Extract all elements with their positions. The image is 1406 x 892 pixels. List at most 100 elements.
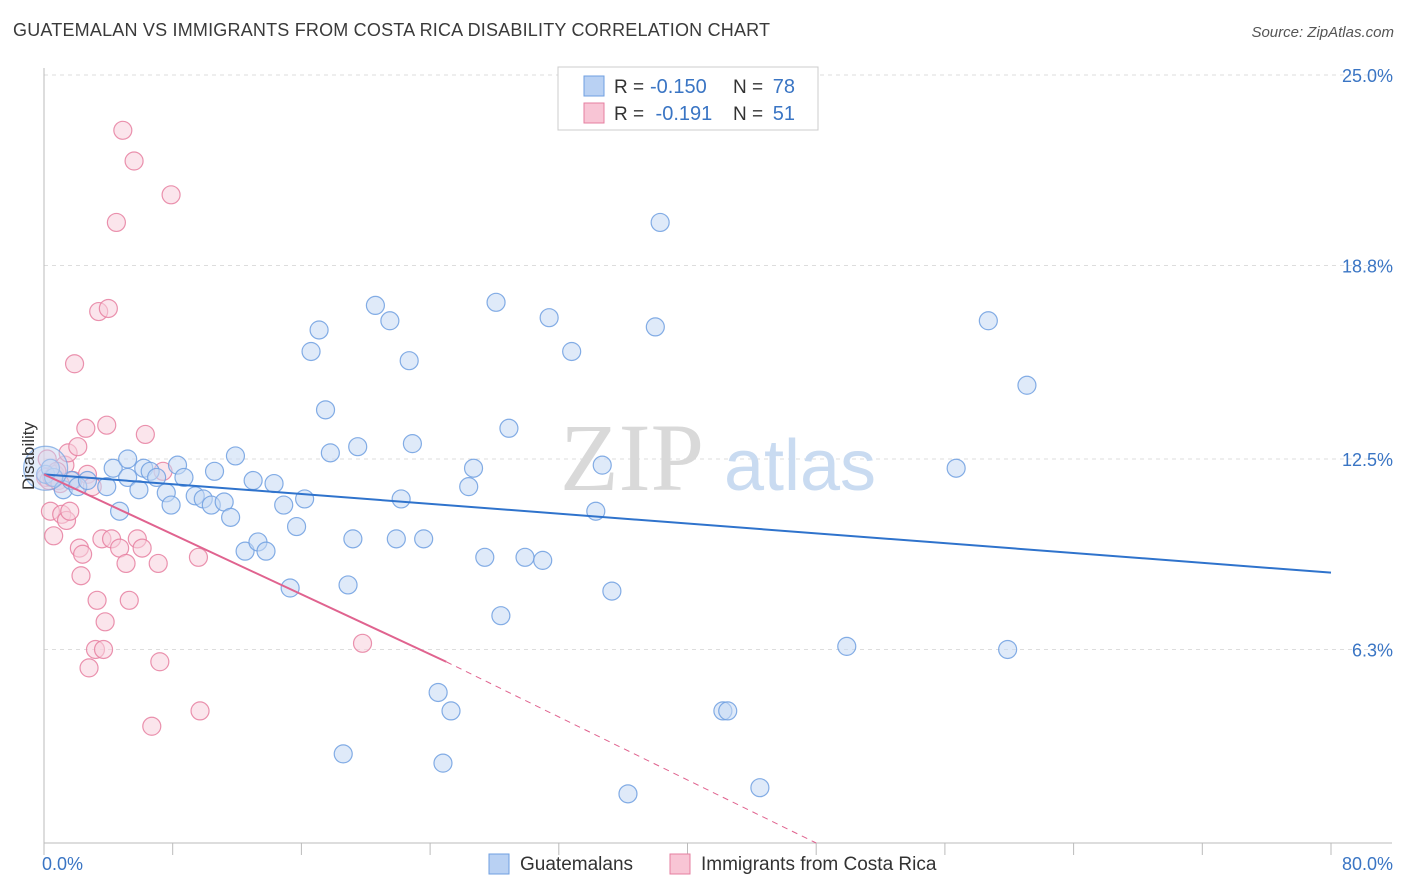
- point-guatemalans: [515, 547, 535, 567]
- point-guatemalans: [301, 341, 321, 362]
- legend-n-label: N =: [733, 77, 763, 98]
- point-guatemalans: [562, 341, 582, 362]
- point-costa-rica: [135, 424, 155, 445]
- point-guatemalans: [161, 495, 181, 515]
- point-guatemalans: [380, 311, 400, 331]
- point-guatemalans: [110, 501, 130, 521]
- point-guatemalans: [718, 701, 738, 721]
- point-costa-rica: [60, 501, 80, 521]
- legend-r-label: R =: [614, 104, 644, 125]
- point-costa-rica: [95, 612, 115, 632]
- point-costa-rica: [188, 547, 209, 567]
- point-guatemalans: [386, 529, 406, 549]
- point-guatemalans: [225, 446, 246, 466]
- point-guatemalans: [399, 351, 419, 371]
- point-guatemalans: [602, 581, 622, 601]
- point-costa-rica: [106, 212, 126, 233]
- trend-lines: [43, 473, 1332, 844]
- watermark-zip: ZIP: [560, 404, 704, 511]
- point-guatemalans: [309, 320, 329, 340]
- axes: [43, 68, 1392, 855]
- legend-n-value: 78: [773, 76, 795, 98]
- point-guatemalans: [1017, 375, 1037, 395]
- legend-r-value: -0.191: [650, 103, 712, 125]
- point-guatemalans: [315, 400, 336, 420]
- point-guatemalans: [204, 461, 225, 481]
- point-costa-rica: [148, 553, 168, 574]
- point-guatemalans: [286, 516, 307, 537]
- legend-n-value: 51: [773, 103, 795, 125]
- legend-bottom-swatch: [488, 853, 510, 875]
- point-guatemalans: [97, 477, 117, 497]
- point-guatemalans: [129, 480, 149, 500]
- point-guatemalans: [946, 458, 966, 478]
- y-tick-label: 12.5%: [1342, 450, 1393, 470]
- point-costa-rica: [116, 553, 136, 574]
- point-guatemalans: [235, 541, 255, 561]
- point-costa-rica: [119, 590, 139, 610]
- point-guatemalans: [428, 682, 448, 703]
- legend-swatch: [583, 102, 605, 124]
- trend-line-costa-rica: [43, 473, 447, 663]
- point-costa-rica: [352, 633, 373, 653]
- legend-r-label: R =: [614, 77, 644, 98]
- point-guatemalans: [402, 434, 423, 454]
- trend-line-guatemalans: [43, 473, 1332, 574]
- x-tick-label: 80.0%: [1342, 854, 1393, 874]
- point-guatemalans: [256, 541, 276, 561]
- point-guatemalans: [264, 473, 284, 494]
- point-costa-rica: [44, 526, 64, 546]
- chart-title: GUATEMALAN VS IMMIGRANTS FROM COSTA RICA…: [13, 20, 771, 40]
- point-guatemalans: [441, 701, 461, 721]
- point-guatemalans: [243, 470, 263, 491]
- point-costa-rica: [161, 185, 181, 205]
- point-guatemalans: [486, 292, 506, 312]
- point-guatemalans: [274, 495, 294, 515]
- point-guatemalans: [103, 458, 123, 478]
- point-costa-rica: [87, 590, 107, 610]
- point-guatemalans: [463, 458, 484, 478]
- y-axis-label: Disability: [19, 421, 38, 490]
- point-guatemalans: [998, 639, 1018, 660]
- point-guatemalans: [348, 437, 368, 457]
- point-costa-rica: [76, 418, 96, 438]
- point-costa-rica: [71, 566, 91, 586]
- source-label: Source: ZipAtlas.com: [1251, 24, 1394, 41]
- legend-swatch: [583, 75, 605, 97]
- point-guatemalans: [295, 489, 315, 509]
- watermark: ZIP atlas: [560, 404, 876, 511]
- point-costa-rica: [132, 538, 152, 558]
- point-costa-rica: [79, 658, 99, 678]
- y-tick-label: 18.8%: [1342, 256, 1393, 276]
- point-guatemalans: [414, 529, 434, 549]
- point-guatemalans: [650, 212, 670, 233]
- legend-bottom-label: Guatemalans: [520, 854, 633, 875]
- point-costa-rica: [190, 701, 210, 721]
- point-costa-rica: [93, 639, 114, 660]
- point-costa-rica: [98, 298, 118, 319]
- legend-bottom: Guatemalans Immigrants from Costa Rica: [488, 853, 937, 875]
- point-guatemalans: [174, 467, 194, 488]
- point-costa-rica: [142, 716, 162, 736]
- point-guatemalans: [539, 308, 559, 328]
- point-guatemalans: [491, 606, 511, 626]
- point-guatemalans: [343, 529, 363, 549]
- trend-line-costa-rica-extension: [445, 661, 817, 844]
- point-guatemalans: [333, 744, 353, 764]
- point-guatemalans: [499, 418, 519, 438]
- grid-lines: [44, 74, 1391, 650]
- x-tick-label: 0.0%: [42, 854, 83, 874]
- point-guatemalans: [365, 295, 386, 315]
- point-costa-rica: [64, 354, 85, 374]
- series-costa-rica: [36, 120, 373, 736]
- point-guatemalans: [837, 636, 857, 656]
- point-guatemalans: [118, 449, 138, 469]
- series-guatemalans: [23, 212, 1037, 804]
- legend-bottom-swatch: [669, 853, 691, 875]
- point-costa-rica: [150, 652, 170, 672]
- point-costa-rica: [113, 120, 133, 140]
- legend-n-label: N =: [733, 104, 763, 125]
- point-costa-rica: [68, 437, 88, 457]
- point-guatemalans: [221, 507, 241, 527]
- legend-r-value: -0.150: [650, 76, 707, 98]
